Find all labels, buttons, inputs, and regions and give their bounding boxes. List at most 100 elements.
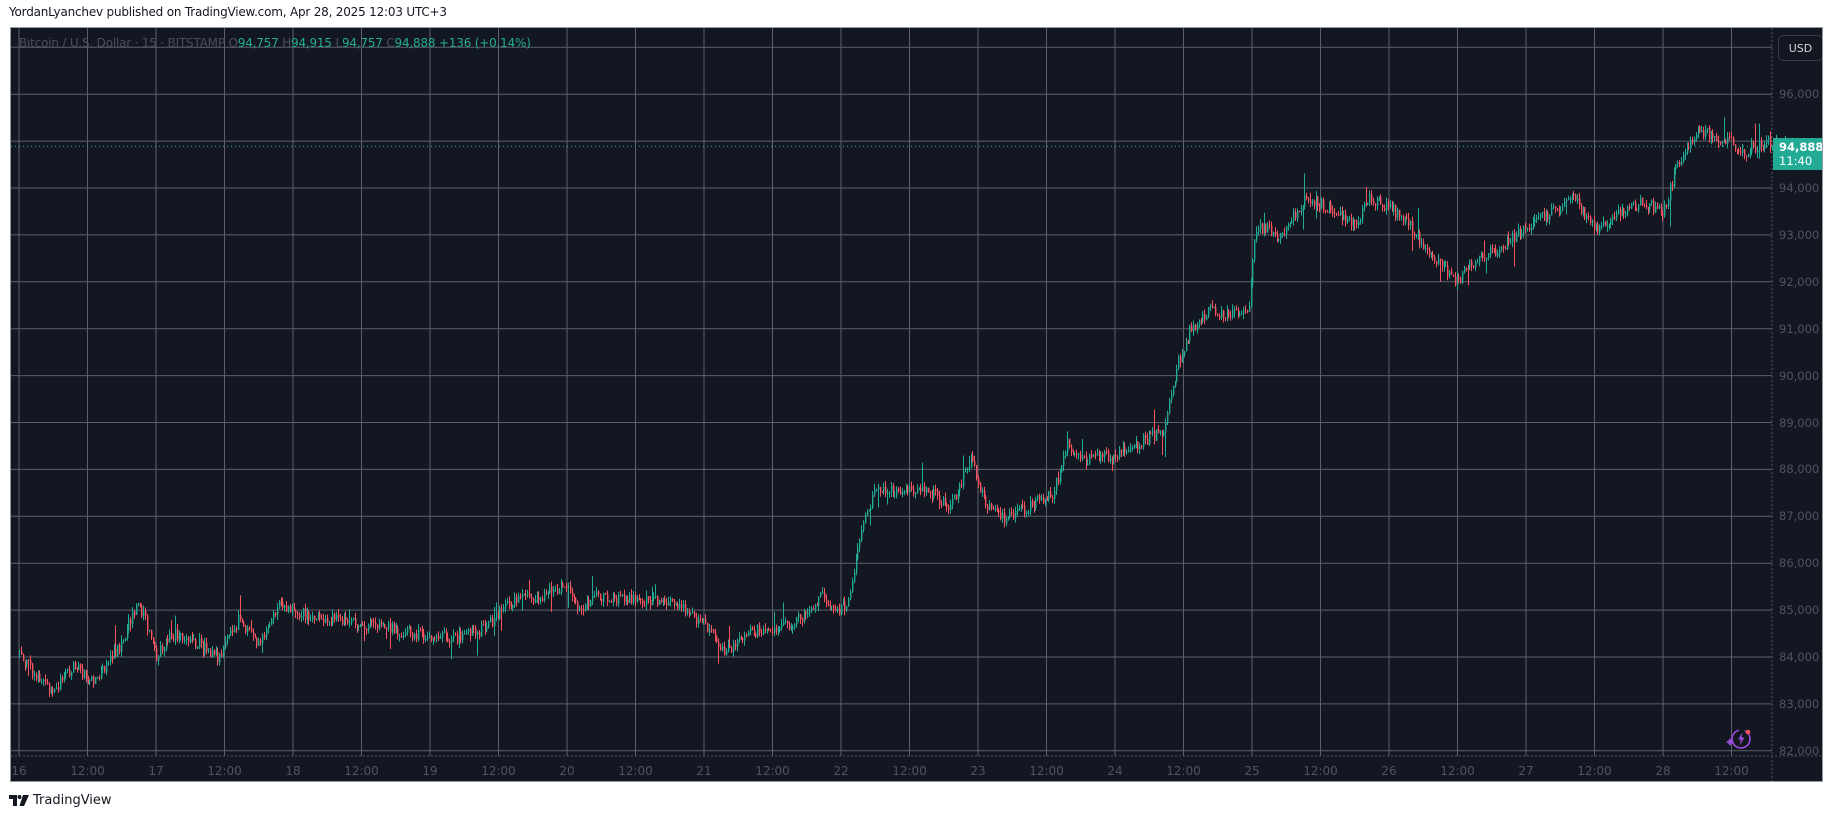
candle-body bbox=[1214, 307, 1216, 309]
candle-body bbox=[1295, 211, 1297, 219]
candle-body bbox=[1431, 253, 1433, 255]
candle-body bbox=[151, 630, 153, 638]
candle-body bbox=[648, 596, 650, 601]
price-label: 86,000 bbox=[1779, 556, 1820, 571]
candle-body bbox=[1251, 283, 1253, 307]
candle-body bbox=[19, 651, 21, 653]
candle-body bbox=[600, 593, 602, 600]
candle-body bbox=[219, 653, 221, 663]
candle-body bbox=[1034, 505, 1036, 508]
candle-body bbox=[635, 595, 637, 602]
candlestick-chart[interactable] bbox=[11, 28, 1823, 782]
candle-body bbox=[25, 660, 27, 666]
candle-body bbox=[900, 491, 902, 495]
candle-body bbox=[1163, 431, 1165, 436]
candle-body bbox=[1729, 136, 1731, 138]
candle-body bbox=[520, 596, 522, 598]
candle-body bbox=[1002, 512, 1004, 519]
candle-body bbox=[1722, 141, 1724, 144]
candle-body bbox=[1056, 477, 1058, 491]
candle-body bbox=[1390, 205, 1392, 207]
price-label: 90,000 bbox=[1779, 368, 1820, 383]
candle-body bbox=[579, 608, 581, 610]
candle-body bbox=[43, 679, 45, 682]
candle-body bbox=[1169, 399, 1171, 413]
candle-body bbox=[1516, 235, 1518, 242]
candle-body bbox=[201, 638, 203, 644]
candle-body bbox=[605, 592, 607, 595]
candle-body bbox=[492, 617, 494, 626]
candle-body bbox=[1312, 201, 1314, 204]
candle-body bbox=[1021, 505, 1023, 508]
candle-body bbox=[1698, 126, 1700, 135]
candle-body bbox=[1041, 497, 1043, 501]
candle-body bbox=[956, 494, 958, 500]
candle-body bbox=[995, 507, 997, 510]
candle-body bbox=[375, 622, 377, 625]
candle-body bbox=[720, 646, 722, 650]
candle-body bbox=[1095, 454, 1097, 456]
candle-body bbox=[1679, 161, 1681, 165]
candle-body bbox=[1290, 223, 1292, 225]
time-label: 19 bbox=[422, 764, 438, 778]
candle-body bbox=[639, 598, 641, 600]
candle-body bbox=[490, 617, 492, 622]
candle-body bbox=[102, 666, 104, 670]
candle-body bbox=[629, 594, 631, 604]
candle-body bbox=[1486, 257, 1488, 260]
candle-body bbox=[119, 644, 121, 652]
candle-body bbox=[546, 592, 548, 594]
candle-body bbox=[1048, 491, 1050, 501]
candle-body bbox=[141, 606, 143, 617]
lightning-sparkle-icon[interactable] bbox=[1723, 724, 1755, 754]
candle-body bbox=[572, 591, 574, 598]
candle-body bbox=[909, 486, 911, 493]
candle-body bbox=[344, 616, 346, 625]
candle-body bbox=[36, 675, 38, 679]
time-label: 20 bbox=[559, 764, 575, 778]
candle-body bbox=[1469, 260, 1471, 269]
candle-body bbox=[115, 648, 117, 657]
candle-body bbox=[588, 599, 590, 606]
candle-body bbox=[616, 598, 618, 604]
candle-body bbox=[1067, 439, 1069, 453]
candle-body bbox=[136, 604, 138, 615]
candle-body bbox=[1664, 204, 1666, 217]
candle-body bbox=[384, 623, 386, 628]
candle-body bbox=[1104, 451, 1106, 458]
candle-body bbox=[184, 639, 186, 641]
candle-body bbox=[696, 616, 698, 624]
candle-body bbox=[707, 623, 709, 633]
candle-body bbox=[924, 486, 926, 493]
candle-body bbox=[1024, 505, 1026, 515]
candle-body bbox=[813, 608, 815, 610]
candle-body bbox=[1238, 309, 1240, 317]
candle-body bbox=[1377, 197, 1379, 206]
candle-body bbox=[663, 598, 665, 602]
candle-body bbox=[171, 632, 173, 639]
symbol-title[interactable]: Bitcoin / U.S. Dollar · 15 · BITSTAMP bbox=[19, 36, 225, 50]
candle-body bbox=[28, 659, 30, 661]
tradingview-brand[interactable]: TradingView bbox=[9, 793, 112, 808]
candle-body bbox=[368, 624, 370, 631]
price-label: 92,000 bbox=[1779, 274, 1820, 289]
candle-body bbox=[1215, 307, 1217, 315]
candle-body bbox=[80, 664, 82, 669]
currency-usd-button[interactable]: USD bbox=[1778, 35, 1822, 61]
candle-body bbox=[906, 486, 908, 492]
candle-body bbox=[486, 625, 488, 632]
candle-body bbox=[809, 610, 811, 612]
candle-body bbox=[1260, 223, 1262, 229]
candle-body bbox=[856, 559, 858, 573]
candle-body bbox=[305, 608, 307, 620]
candle-body bbox=[1180, 356, 1182, 363]
candle-body bbox=[1518, 228, 1520, 236]
chart-frame[interactable]: Bitcoin / U.S. Dollar · 15 · BITSTAMP O9… bbox=[10, 27, 1823, 782]
candle-body bbox=[1022, 505, 1024, 507]
candle-body bbox=[394, 624, 396, 634]
candle-body bbox=[390, 622, 392, 633]
candle-body bbox=[1223, 310, 1225, 318]
candle-body bbox=[468, 629, 470, 632]
candle-body bbox=[477, 632, 479, 635]
candle-body bbox=[876, 489, 878, 491]
